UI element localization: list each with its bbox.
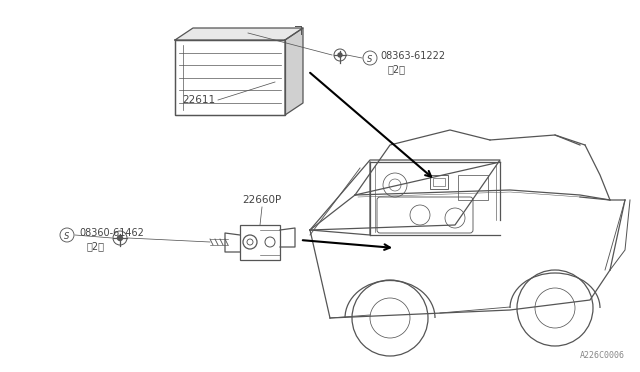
Text: （2）: （2） <box>87 241 105 251</box>
Text: S: S <box>367 55 372 64</box>
Text: 08363-61222: 08363-61222 <box>380 51 445 61</box>
Bar <box>175 40 285 115</box>
Text: （2）: （2） <box>388 64 406 74</box>
Bar <box>240 225 280 260</box>
Circle shape <box>118 235 122 241</box>
Text: S: S <box>64 231 70 241</box>
Bar <box>175 40 285 115</box>
Polygon shape <box>285 28 303 115</box>
Text: 22611: 22611 <box>182 95 215 105</box>
Bar <box>458 175 488 200</box>
Text: A226C0006: A226C0006 <box>580 351 625 360</box>
Polygon shape <box>175 28 303 40</box>
Circle shape <box>338 53 342 57</box>
Text: 22660P: 22660P <box>243 195 282 205</box>
Bar <box>433 178 445 186</box>
Bar <box>430 175 448 189</box>
Text: 08360-61462: 08360-61462 <box>79 228 144 238</box>
